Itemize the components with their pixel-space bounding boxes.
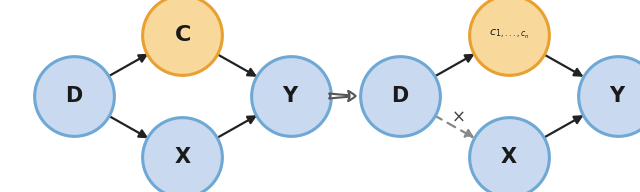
Point (612, 94, 623, 98)
Point (68, 94, 79, 98)
Point (177, 33, 188, 36)
Text: $\times$: $\times$ (451, 107, 465, 125)
Point (286, 94, 296, 98)
Text: $\mathbf{X}$: $\mathbf{X}$ (500, 147, 518, 167)
Text: $\mathbf{X}$: $\mathbf{X}$ (173, 147, 191, 167)
Text: $\mathbf{C}$: $\mathbf{C}$ (174, 25, 191, 45)
FancyArrowPatch shape (329, 91, 356, 101)
Text: $\mathbf{Y}$: $\mathbf{Y}$ (609, 86, 627, 106)
Point (395, 94, 405, 98)
Text: $\mathbf{Y}$: $\mathbf{Y}$ (282, 86, 300, 106)
Text: $\mathbf{D}$: $\mathbf{D}$ (391, 86, 409, 106)
Point (504, 33, 514, 36)
Point (504, 156, 514, 159)
Point (177, 156, 188, 159)
Text: $\mathbf{D}$: $\mathbf{D}$ (65, 86, 83, 106)
Text: $c_{1,...,c_n}$: $c_{1,...,c_n}$ (488, 28, 529, 41)
